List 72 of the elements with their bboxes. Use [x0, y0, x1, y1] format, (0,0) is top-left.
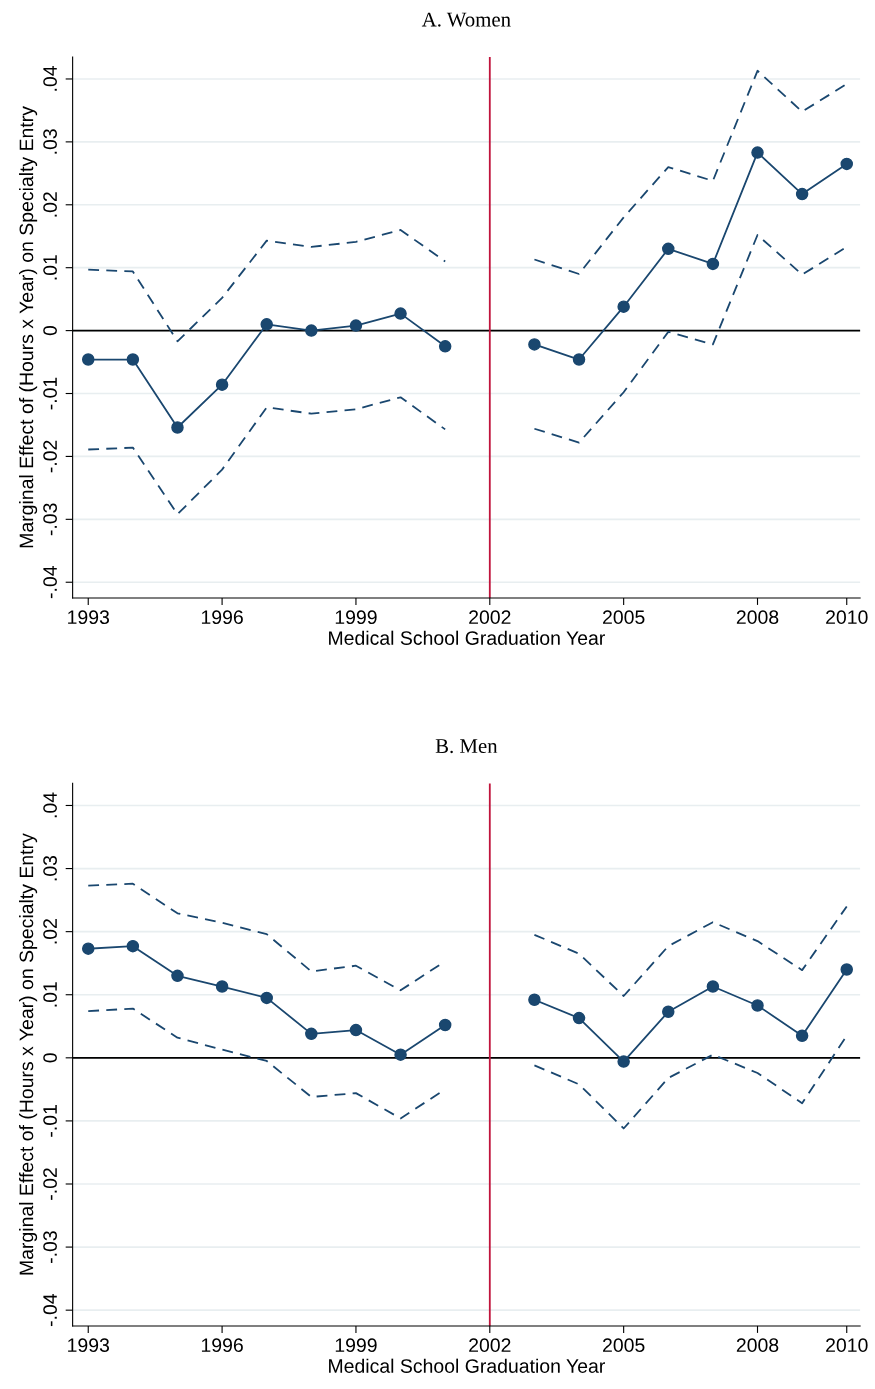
y-axis-title: Marginal Effect of (Hours x Year) on Specialty Entry: [19, 833, 38, 1275]
x-tick-label: 2005: [603, 610, 645, 625]
y-tick-label: -.02: [43, 440, 57, 473]
x-tick-label: 2008: [736, 1338, 779, 1353]
point: [617, 300, 630, 313]
point: [572, 1011, 586, 1025]
y-tick-label: -.03: [43, 503, 57, 536]
x-tick-label: 1999: [335, 610, 377, 625]
x-tick-label: 2008: [736, 610, 779, 625]
chart-title: A. Women: [421, 12, 511, 27]
point: [349, 1023, 363, 1037]
point: [706, 257, 720, 271]
point: [260, 991, 273, 1005]
point: [795, 187, 809, 201]
y-tick-label: .01: [43, 255, 57, 280]
x-tick-label: 1996: [201, 610, 243, 625]
y-tick-label: -.02: [43, 1168, 57, 1200]
point: [662, 1005, 675, 1019]
y-tick-label: 0: [43, 1053, 57, 1063]
point: [349, 319, 363, 332]
point: [215, 980, 229, 993]
x-tick-label: 1993: [68, 610, 110, 625]
x-tick-label: 2002: [469, 1338, 511, 1353]
point: [528, 993, 541, 1007]
x-tick-label: 1993: [68, 1338, 110, 1353]
y-tick-label: -.04: [43, 1293, 57, 1327]
y-tick-label: .04: [43, 66, 57, 91]
y-tick-label: -.03: [43, 1231, 57, 1263]
point: [572, 353, 586, 366]
point: [260, 318, 273, 331]
point: [305, 324, 318, 337]
y-tick-label: .04: [43, 792, 57, 818]
point: [840, 963, 853, 976]
y-tick-label: .03: [43, 855, 57, 881]
chart-title: B. Men: [435, 739, 498, 754]
point: [81, 942, 95, 955]
x-tick-label: 2010: [826, 1338, 868, 1353]
y-tick-label: .02: [43, 919, 57, 944]
point: [215, 378, 229, 391]
y-axis-title: Marginal Effect of (Hours x Year) on Specialty Entry: [19, 106, 38, 548]
y-tick-label: .01: [43, 982, 57, 1007]
y-tick-label: .03: [43, 129, 57, 154]
point: [751, 999, 764, 1012]
point: [305, 1027, 318, 1041]
point: [438, 1018, 452, 1032]
y-tick-label: -.04: [43, 566, 57, 599]
point: [126, 939, 140, 953]
point: [795, 1029, 809, 1042]
x-tick-label: 1999: [335, 1338, 377, 1353]
x-tick-label: 2002: [469, 610, 511, 625]
point: [394, 1048, 407, 1061]
point: [662, 242, 675, 256]
y-tick-label: -.01: [43, 1105, 57, 1137]
x-tick-label: 2005: [603, 1338, 645, 1353]
point: [394, 307, 407, 320]
x-tick-label: 2010: [826, 610, 868, 625]
point: [81, 353, 95, 366]
point: [528, 338, 541, 351]
point: [171, 421, 184, 434]
point: [617, 1055, 630, 1068]
point: [751, 146, 764, 159]
point: [126, 353, 140, 366]
point: [171, 969, 184, 983]
y-tick-label: .02: [43, 192, 57, 217]
x-tick-label: 1996: [201, 1338, 243, 1353]
x-axis-title: Medical School Graduation Year: [329, 630, 605, 645]
y-tick-label: 0: [43, 325, 57, 336]
point: [706, 980, 720, 993]
y-tick-label: -.01: [43, 377, 57, 410]
point: [438, 340, 452, 353]
x-axis-title: Medical School Graduation Year: [329, 1358, 605, 1373]
point: [840, 157, 853, 171]
